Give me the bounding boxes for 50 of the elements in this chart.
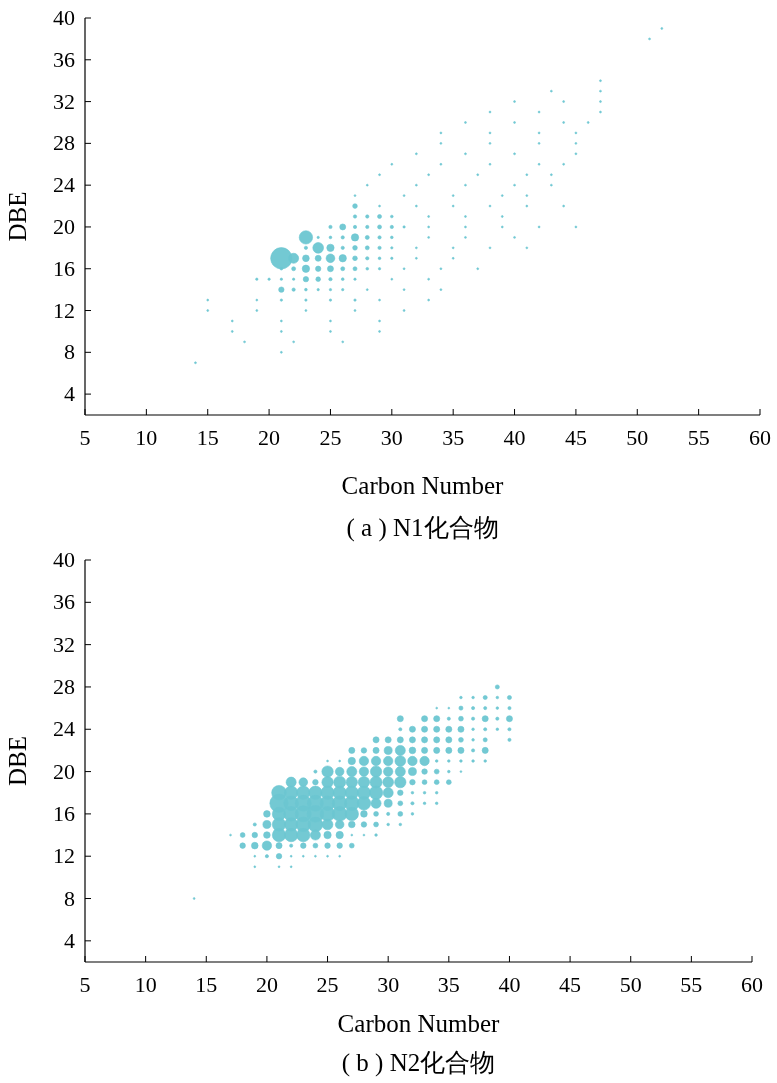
x-tick-label: 20 [255, 972, 278, 997]
x-tick-label: 25 [316, 972, 339, 997]
x-axis-title: Carbon Number [341, 472, 505, 499]
x-tick-label: 20 [258, 425, 281, 450]
y-tick-label: 8 [64, 339, 75, 365]
x-tick-label: 45 [564, 425, 587, 450]
y-tick-label: 8 [64, 885, 75, 911]
x-tick-label: 50 [619, 972, 642, 997]
x-tick-label: 60 [741, 972, 763, 997]
x-axis-title: Carbon Number [337, 1010, 501, 1037]
y-tick-label: 4 [64, 927, 75, 953]
x-tick-label: 10 [134, 972, 157, 997]
y-tick-label: 12 [53, 297, 75, 323]
x-tick-label: 5 [79, 425, 91, 450]
x-tick-label: 35 [442, 425, 465, 450]
x-tick-label: 55 [687, 425, 710, 450]
y-tick-label: 16 [53, 255, 75, 281]
y-tick-label: 4 [64, 381, 75, 407]
y-axis-title: DBE [4, 191, 31, 242]
y-tick-label: 32 [53, 631, 75, 657]
x-tick-label: 55 [680, 972, 703, 997]
x-tick-label: 45 [559, 972, 582, 997]
y-axis-title: DBE [4, 736, 31, 786]
y-tick-label: 24 [53, 716, 75, 742]
y-tick-label: 20 [53, 758, 75, 784]
y-tick-label: 12 [53, 843, 75, 869]
y-tick-label: 28 [53, 130, 75, 156]
x-tick-label: 15 [196, 425, 219, 450]
x-tick-label: 40 [503, 425, 526, 450]
x-tick-label: 5 [79, 972, 91, 997]
y-tick-label: 24 [53, 172, 75, 198]
y-tick-label: 20 [53, 213, 75, 239]
x-tick-label: 30 [380, 425, 403, 450]
y-tick-label: 40 [53, 547, 75, 572]
x-tick-label: 30 [377, 972, 400, 997]
x-tick-label: 50 [626, 425, 649, 450]
x-tick-label: 10 [135, 425, 158, 450]
y-tick-label: 32 [53, 88, 75, 114]
y-tick-label: 40 [53, 5, 75, 30]
x-tick-label: 35 [437, 972, 460, 997]
x-tick-label: 25 [319, 425, 342, 450]
y-tick-label: 36 [53, 589, 75, 615]
y-tick-label: 36 [53, 46, 75, 72]
x-tick-label: 40 [498, 972, 521, 997]
x-tick-label: 60 [749, 425, 771, 450]
x-tick-label: 15 [195, 972, 218, 997]
y-tick-label: 28 [53, 673, 75, 699]
text: ( b ) N2化合物 [341, 1049, 496, 1077]
y-tick-label: 16 [53, 800, 75, 826]
text: ( a ) N1化合物 [346, 514, 499, 542]
